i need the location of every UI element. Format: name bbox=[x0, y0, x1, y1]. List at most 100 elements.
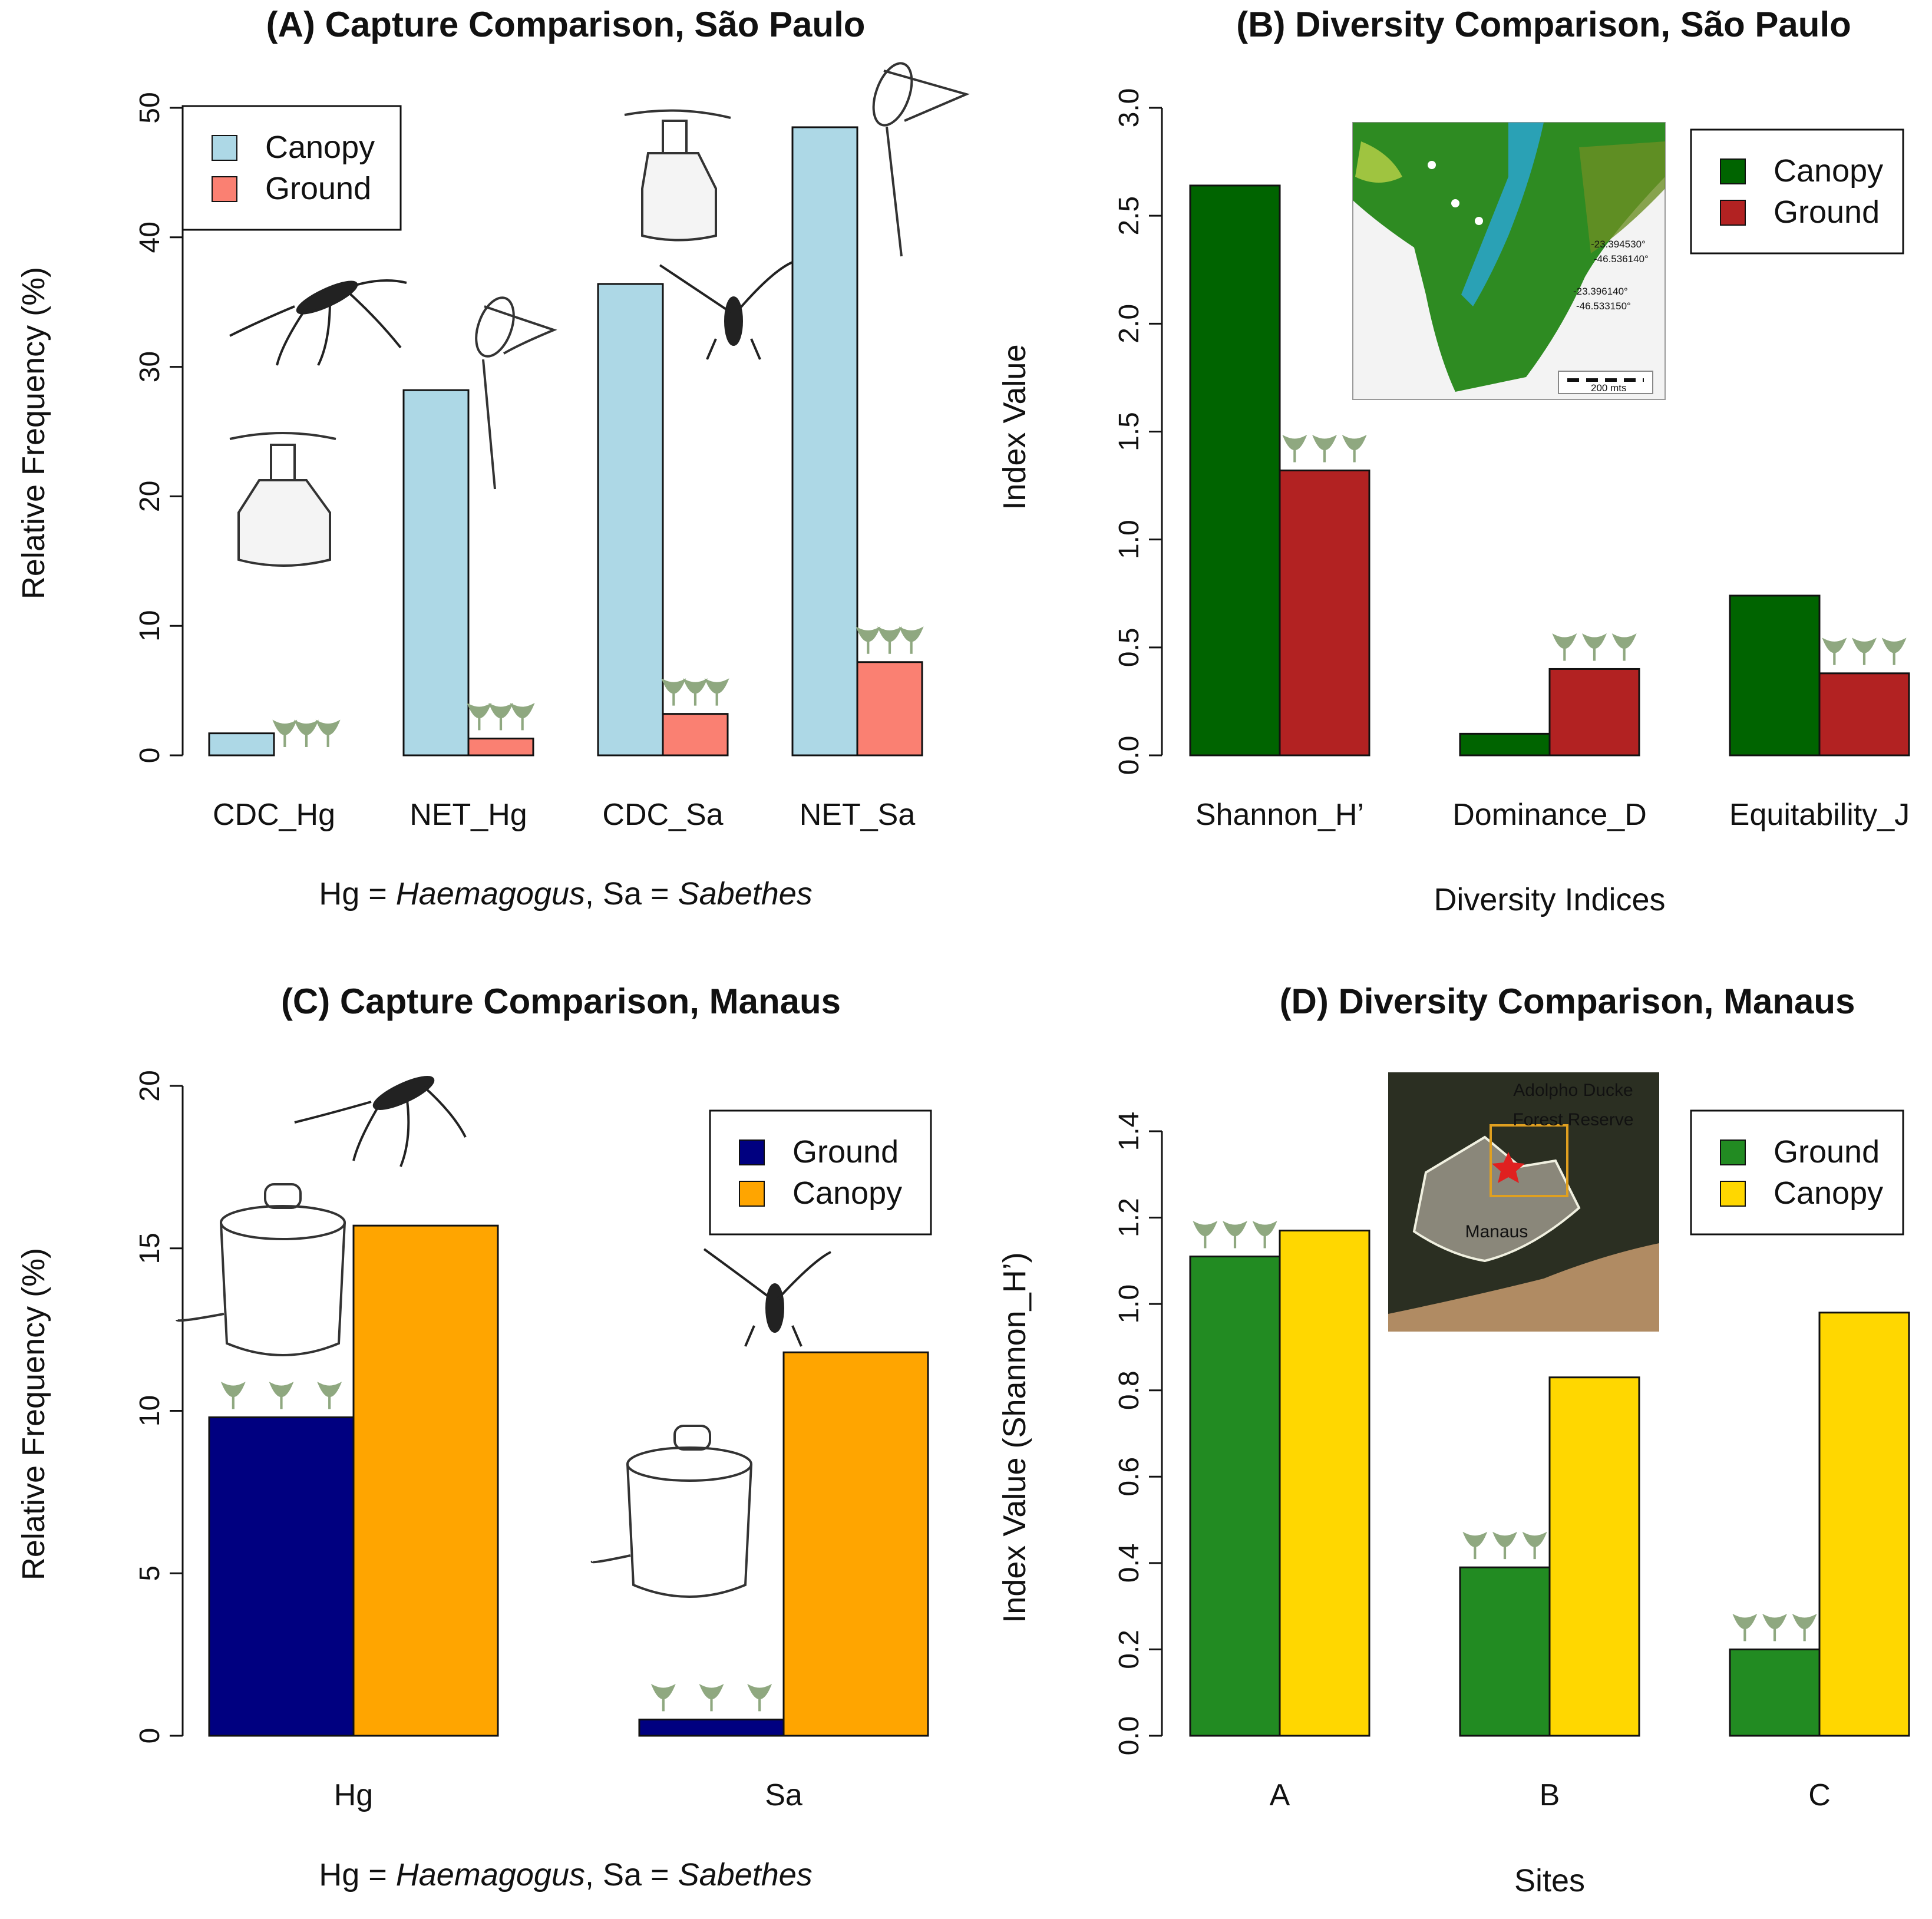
sprout-icon bbox=[1522, 1531, 1547, 1560]
bar-canopy-Shannon_H’ bbox=[1189, 184, 1281, 757]
y-tick-label: 0.2 bbox=[1114, 1630, 1145, 1669]
bar-canopy-Equitability_J bbox=[1729, 594, 1821, 757]
panel-b-title: (B) Diversity Comparison, São Paulo bbox=[1236, 5, 1851, 44]
x-axis-label: Diversity Indices bbox=[1434, 882, 1665, 917]
y-tick-label: 30 bbox=[134, 351, 166, 382]
legend: Canopy Ground bbox=[1690, 128, 1904, 255]
bar-ground-C bbox=[1729, 1648, 1821, 1737]
x-tick-label: Hg bbox=[334, 1778, 373, 1812]
y-tick-label: 5 bbox=[134, 1565, 166, 1581]
y-tick-label: 1.5 bbox=[1114, 412, 1145, 451]
sprout-icon bbox=[488, 702, 513, 731]
sprout-icon bbox=[510, 702, 535, 731]
legend-label-ground: Ground bbox=[792, 1134, 899, 1170]
bar-canopy-CDC_Hg bbox=[208, 732, 275, 757]
y-tick-label: 1.2 bbox=[1114, 1198, 1145, 1237]
y-tick-label: 0.0 bbox=[1114, 736, 1145, 775]
map-label: -23.396140° bbox=[1573, 286, 1628, 297]
sprout-icon bbox=[1552, 633, 1577, 661]
legend-swatch-ground bbox=[739, 1139, 765, 1165]
sprout-icon bbox=[269, 1382, 294, 1409]
y-tick-label: 20 bbox=[134, 1070, 166, 1101]
cdc-trap-icon bbox=[624, 109, 731, 242]
x-tick-label: NET_Sa bbox=[800, 798, 916, 832]
note-genus-haemagogus: Haemagogus bbox=[396, 1857, 585, 1892]
note-mid: , Sa = bbox=[585, 876, 678, 911]
sprout-icon bbox=[1762, 1613, 1787, 1641]
bar-ground-CDC_Sa bbox=[662, 713, 729, 757]
x-tick-label: NET_Hg bbox=[409, 798, 527, 832]
legend-label-canopy: Canopy bbox=[1774, 153, 1883, 189]
y-tick-label: 3.0 bbox=[1114, 88, 1145, 128]
panel-c-title: (C) Capture Comparison, Manaus bbox=[281, 982, 841, 1021]
legend-swatch-canopy bbox=[212, 135, 237, 161]
note-mid: , Sa = bbox=[585, 1857, 678, 1892]
bar-ground-Shannon_H’ bbox=[1279, 469, 1370, 757]
x-tick-label: CDC_Hg bbox=[213, 798, 335, 832]
bar-canopy-Sa bbox=[782, 1351, 929, 1737]
bar-ground-B bbox=[1459, 1566, 1551, 1737]
sprout-icon bbox=[1282, 435, 1307, 463]
sprout-icon bbox=[1223, 1221, 1247, 1248]
panel-d-plot: 0.0 0.2 0.4 0.6 0.8 1.0 1.2 1.4 Index Value (Sha… bbox=[997, 1109, 1910, 1898]
panel-c-genus-note: Hg = Haemagogus, Sa = Sabethes bbox=[319, 1857, 813, 1892]
legend-swatch-canopy bbox=[739, 1181, 765, 1207]
panel-a-genus-note: Hg = Haemagogus, Sa = Sabethes bbox=[319, 876, 813, 911]
x-axis-label: Sites bbox=[1514, 1863, 1585, 1898]
x-tick-label: Sa bbox=[765, 1778, 802, 1812]
sprout-icon bbox=[699, 1683, 724, 1712]
x-tick-label: Shannon_H’ bbox=[1195, 798, 1364, 832]
x-tick-label: B bbox=[1540, 1778, 1560, 1812]
legend-label-canopy: Canopy bbox=[1774, 1175, 1883, 1211]
sprout-icon bbox=[1462, 1531, 1488, 1560]
legend-box bbox=[709, 1109, 932, 1236]
y-axis-label: Index Value (Shannon_H’) bbox=[997, 1252, 1032, 1623]
x-tick-label: Equitability_J bbox=[1729, 798, 1910, 832]
y-tick-label: 15 bbox=[134, 1233, 166, 1264]
sprout-icon bbox=[650, 1683, 676, 1712]
legend-swatch-ground bbox=[1720, 1139, 1746, 1165]
sprout-icon bbox=[1732, 1613, 1758, 1641]
sprout-icon bbox=[1822, 638, 1847, 665]
legend-box bbox=[1690, 128, 1904, 255]
sprout-icon bbox=[317, 1382, 342, 1409]
legend-label-ground: Ground bbox=[1774, 1134, 1880, 1170]
sprout-icon bbox=[467, 702, 492, 731]
sprout-icon bbox=[704, 678, 729, 706]
y-tick-label: 2.5 bbox=[1114, 196, 1145, 236]
sprout-icon bbox=[220, 1382, 246, 1409]
inset-label-manaus: Manaus bbox=[1465, 1222, 1528, 1241]
panel-c-plot: 0 5 10 15 20 Relative Frequency (%) Hg Sa Ground… bbox=[16, 1070, 932, 1812]
map-inset: -23.394530° -46.536140° -23.396140° -46.… bbox=[1352, 122, 1666, 400]
bar-canopy-Hg bbox=[352, 1224, 499, 1737]
map-label: -46.533150° bbox=[1576, 300, 1631, 312]
sweep-net-icon bbox=[475, 296, 557, 490]
mosquito-icon bbox=[659, 261, 793, 360]
y-axis-label: Relative Frequency (%) bbox=[16, 1248, 51, 1580]
sprout-icon bbox=[294, 719, 319, 747]
sprout-icon bbox=[1582, 633, 1607, 661]
bar-canopy-NET_Hg bbox=[402, 389, 470, 757]
y-tick-label: 0.8 bbox=[1114, 1370, 1145, 1410]
sprout-icon bbox=[1881, 638, 1907, 665]
y-tick-label: 50 bbox=[134, 92, 166, 123]
bucket-trap-icon bbox=[176, 1183, 346, 1356]
inset-label-reserve-2: Forest Reserve bbox=[1512, 1110, 1633, 1129]
legend-box bbox=[1690, 1109, 1904, 1236]
note-genus-sabethes: Sabethes bbox=[678, 1857, 813, 1892]
legend-label-canopy: Canopy bbox=[265, 130, 375, 165]
map-label: -46.536140° bbox=[1594, 253, 1649, 265]
legend-label-ground: Ground bbox=[1774, 194, 1880, 230]
legend: Ground Canopy bbox=[709, 1109, 932, 1236]
sprout-icon bbox=[1611, 633, 1637, 661]
y-tick-label: 2.0 bbox=[1114, 304, 1145, 343]
bar-canopy-A bbox=[1279, 1230, 1370, 1737]
y-tick-label: 40 bbox=[134, 222, 166, 253]
bar-canopy-CDC_Sa bbox=[597, 283, 664, 757]
sprout-icon bbox=[856, 626, 881, 654]
bar-ground-Dominance_D bbox=[1548, 668, 1640, 757]
sprout-icon bbox=[1792, 1613, 1817, 1641]
bucket-trap-icon bbox=[590, 1425, 752, 1598]
panel-b-plot: 0.0 0.5 1.0 1.5 2.0 2.5 3.0 Index Value Shannon_… bbox=[997, 88, 1910, 917]
y-axis-label: Index Value bbox=[997, 344, 1032, 510]
